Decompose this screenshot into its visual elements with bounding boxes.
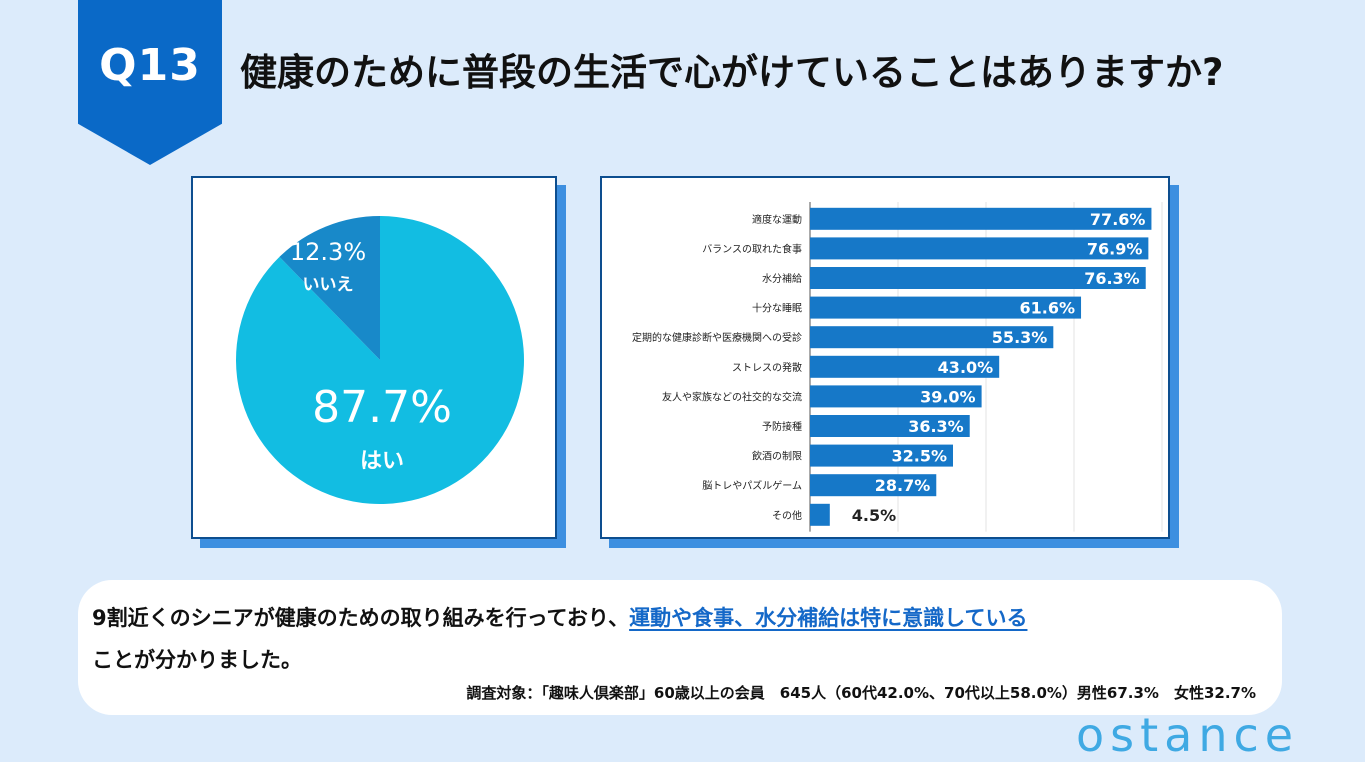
bar-chart-panel: 020406080適度な運動77.6%バランスの取れた食事76.9%水分補給76… [600,176,1170,539]
bar [810,444,953,467]
data-label: 43.0% [938,358,994,377]
data-label: 77.6% [1090,210,1146,229]
data-label: 55.3% [992,328,1048,347]
category-label: 飲酒の制限 [752,450,802,463]
category-label: バランスの取れた食事 [702,242,802,255]
category-label: 友人や家族などの社交的な交流 [662,390,802,403]
question-number-badge: Q13 [78,0,222,165]
category-label: 適度な運動 [752,213,802,226]
bar [810,503,830,526]
summary-text-line1: 9割近くのシニアが健康のための取り組みを行っており、運動や食事、水分補給は特に意… [92,602,1027,632]
category-label: 十分な睡眠 [752,302,802,315]
summary-highlight-text: 運動や食事、水分補給は特に意識している [629,606,1028,630]
pie-chart: 87.7% はい 12.3% いいえ [236,216,525,504]
data-label: 39.0% [920,387,976,406]
category-label: 定期的な健康診断や医療機関への受診 [632,331,802,344]
summary-box: 9割近くのシニアが健康のための取り組みを行っており、運動や食事、水分補給は特に意… [78,580,1282,715]
data-label: 36.3% [908,417,964,436]
summary-text-line2: ことが分かりました。 [92,648,302,672]
category-label: 水分補給 [762,272,802,285]
category-label: 予防接種 [762,420,802,433]
bar [810,326,1054,349]
question-number: Q13 [99,40,201,91]
pie-value-label-yes: 87.7% [312,382,452,433]
pie-value-label-no: 12.3% [290,238,366,266]
bar [810,355,1000,378]
data-label: 76.3% [1084,269,1140,288]
summary-plain-text: 9割近くのシニアが健康のための取り組みを行っており、 [92,606,630,630]
pie-slice-no [279,216,380,360]
category-label: その他 [772,509,802,522]
data-label: 28.7% [875,476,931,495]
survey-target-note: 調査対象：「趣味人倶楽部」60歳以上の会員 645人（60代42.0%、70代以… [466,684,1256,702]
bar-chart: 020406080適度な運動77.6%バランスの取れた食事76.9%水分補給76… [632,202,1163,532]
bar [810,385,982,408]
bar [810,474,937,497]
pie-slice-yes [236,216,525,504]
data-label: 76.9% [1087,239,1143,258]
pie-category-label-yes: はい [360,449,404,474]
ostance-logo: ostance [1076,708,1300,762]
pie-chart-panel: 87.7% はい 12.3% いいえ [191,176,557,539]
bar [810,207,1152,230]
category-label: ストレスの発散 [732,361,802,374]
page-title: 健康のために普段の生活で心がけていることはありますか? [240,51,1224,94]
category-label: 脳トレやパズルゲーム [702,479,802,492]
bar [810,296,1082,319]
data-label: 61.6% [1020,299,1076,318]
data-label: 4.5% [852,506,896,525]
pie-category-label-no: いいえ [303,275,354,295]
bar [810,237,1149,260]
data-label: 32.5% [891,447,947,466]
bar [810,415,970,437]
bar [810,267,1146,289]
